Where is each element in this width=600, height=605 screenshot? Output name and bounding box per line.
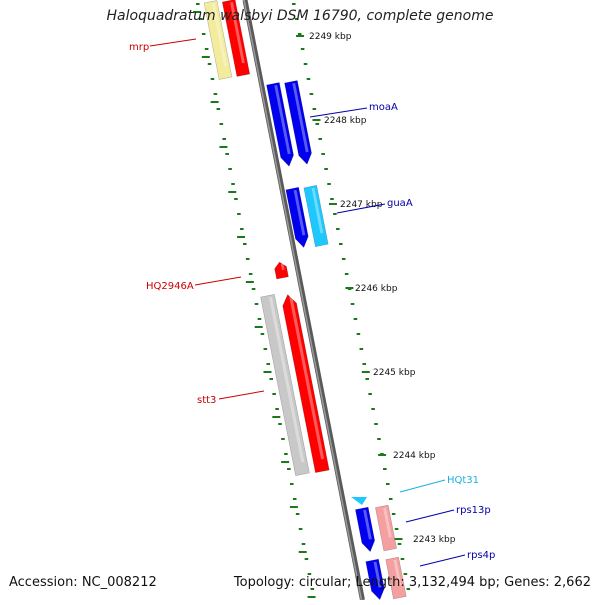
gene-label-HQ2946A: HQ2946A <box>146 281 194 292</box>
gene-stt3-gray <box>260 294 310 476</box>
scale-label-6: 2243 kbp <box>413 535 456 545</box>
scale-label-4: 2245 kbp <box>373 368 416 378</box>
gene-moaA-1 <box>266 82 294 167</box>
gene-moaA-2 <box>284 80 312 165</box>
gene-label-mrp: mrp <box>129 42 149 53</box>
accession-label: Accession: NC_008212 <box>9 575 157 590</box>
gene-guaA-blue <box>285 186 309 248</box>
gene-label-stt3: stt3 <box>197 395 216 406</box>
gene-label-HQt31: HQt31 <box>447 475 479 486</box>
gene-label-rps4p: rps4p <box>467 550 495 561</box>
gene-rps13p <box>355 506 376 553</box>
backbone-line <box>242 0 365 601</box>
leader-stt3 <box>218 390 265 400</box>
gene-stt3-red <box>282 294 330 474</box>
gene-rps4p <box>365 558 385 601</box>
leader-HQt31 <box>399 479 446 493</box>
gene-rps4p-pink <box>385 556 407 600</box>
scale-label-0: 2249 kbp <box>309 32 352 42</box>
gene-mrp-yellow <box>203 0 233 80</box>
backbone-highlight <box>243 0 363 601</box>
gene-HQ2946A <box>274 261 289 280</box>
gene-guaA-cyan <box>303 184 329 248</box>
gene-rps13p-pink <box>375 504 397 552</box>
scale-label-5: 2244 kbp <box>393 451 436 461</box>
leader-guaA <box>336 203 386 214</box>
gene-HQt31 <box>351 497 367 505</box>
gene-label-guaA: guaA <box>387 198 413 209</box>
gene-label-moaA: moaA <box>369 102 398 113</box>
genome-title: Haloquadratum walsbyi DSM 16790, complet… <box>106 8 494 24</box>
leader-rps4p <box>419 554 466 567</box>
gene-mrp-red <box>221 0 251 77</box>
gene-label-rps13p: rps13p <box>456 505 491 516</box>
leader-rps13p <box>405 509 455 523</box>
leader-HQ2946A <box>194 276 242 286</box>
scale-label-1: 2248 kbp <box>324 116 367 126</box>
topology-label: Topology: circular; Length: 3,132,494 bp… <box>233 575 591 590</box>
leader-moaA <box>309 107 368 118</box>
leader-mrp <box>149 38 197 47</box>
scale-label-2: 2247 kbp <box>340 200 383 210</box>
scale-label-3: 2246 kbp <box>355 284 398 294</box>
